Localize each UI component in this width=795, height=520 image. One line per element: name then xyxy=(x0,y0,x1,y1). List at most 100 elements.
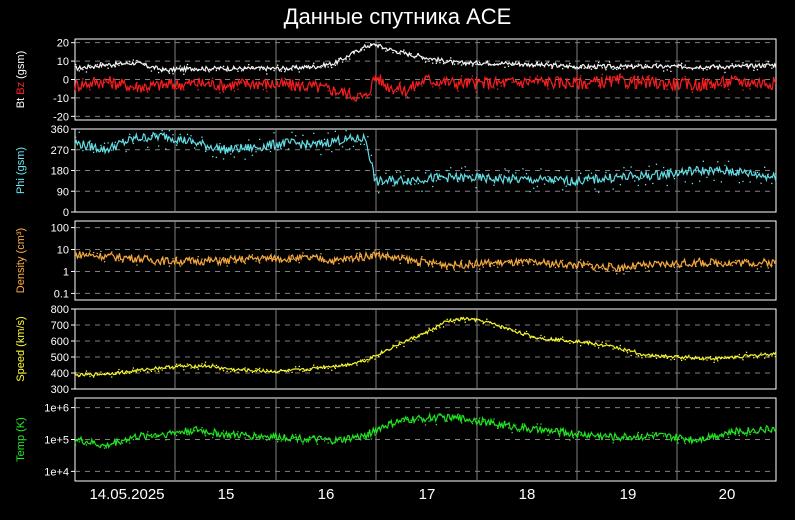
data-point-phi xyxy=(75,136,77,138)
data-point-temp xyxy=(396,419,398,421)
data-point-bz xyxy=(735,78,737,80)
data-point-bz xyxy=(738,79,740,81)
data-point-bt xyxy=(551,67,553,69)
data-point-bt xyxy=(493,64,495,66)
data-point-phi xyxy=(244,158,246,160)
data-point-speed xyxy=(338,364,340,367)
data-point-speed xyxy=(334,367,336,370)
data-point-speed xyxy=(450,318,452,320)
data-point-temp xyxy=(540,423,542,425)
data-point-bz xyxy=(764,79,766,82)
data-point-bt xyxy=(381,48,383,50)
data-point-bz xyxy=(266,90,268,92)
data-point-phi xyxy=(756,171,759,173)
data-point-bz xyxy=(356,97,358,100)
data-point-phi xyxy=(760,182,762,184)
data-point-density xyxy=(554,266,557,269)
data-point-speed xyxy=(518,330,520,333)
data-point-density xyxy=(543,261,546,264)
data-point-phi xyxy=(327,132,329,134)
data-point-speed xyxy=(576,341,578,343)
data-point-speed xyxy=(219,369,221,371)
data-point-temp xyxy=(717,437,719,440)
data-point-density xyxy=(504,260,506,262)
data-point-phi xyxy=(352,145,355,148)
data-point-temp xyxy=(403,420,405,422)
data-point-temp xyxy=(302,443,304,445)
data-point-temp xyxy=(558,430,560,432)
data-point-phi xyxy=(316,141,318,143)
data-point-density xyxy=(764,258,766,261)
data-point-bt xyxy=(305,65,308,67)
data-point-temp xyxy=(500,423,502,425)
data-point-bt xyxy=(129,61,131,63)
data-point-phi xyxy=(623,167,625,169)
data-point-bt xyxy=(554,62,557,64)
data-point-bz xyxy=(240,82,243,84)
data-point-bz xyxy=(688,78,690,80)
data-point-density xyxy=(197,256,199,258)
data-point-density xyxy=(442,264,445,267)
data-point-speed xyxy=(266,368,268,371)
data-point-phi xyxy=(367,136,369,138)
data-point-density xyxy=(594,269,596,272)
y-tick-label-bz: -10 xyxy=(53,93,69,105)
data-point-bt xyxy=(226,70,228,72)
data-point-speed xyxy=(212,363,214,365)
data-point-speed xyxy=(756,357,759,359)
data-point-phi xyxy=(201,136,203,138)
data-point-phi xyxy=(482,175,484,177)
data-point-density xyxy=(652,265,654,267)
data-point-bz xyxy=(601,73,603,76)
data-point-speed xyxy=(417,334,419,336)
data-point-speed xyxy=(129,372,131,374)
series-line-temp xyxy=(74,411,777,450)
data-point-temp xyxy=(507,427,510,429)
data-point-temp xyxy=(158,435,160,437)
data-point-temp xyxy=(695,440,697,442)
data-point-temp xyxy=(251,437,254,439)
data-point-bt xyxy=(663,70,665,72)
data-point-speed xyxy=(612,348,614,350)
data-point-bz xyxy=(507,78,510,80)
data-point-density xyxy=(572,267,575,269)
data-point-temp xyxy=(341,441,344,443)
data-point-bz xyxy=(724,84,726,86)
y-tick-label-speed: 300 xyxy=(51,384,69,396)
data-point-temp xyxy=(161,432,163,434)
data-point-bz xyxy=(457,90,459,92)
data-point-density xyxy=(518,262,520,264)
data-point-temp xyxy=(644,437,647,439)
y-tick-label-density: 1 xyxy=(63,266,69,278)
data-point-speed xyxy=(536,337,538,339)
y-axis-label-phi: Phi (gsm) xyxy=(15,147,27,194)
data-point-bt xyxy=(475,63,477,65)
data-point-density xyxy=(634,265,636,267)
data-point-bt xyxy=(648,66,650,68)
data-point-bt xyxy=(313,62,315,64)
data-point-bt xyxy=(414,57,416,59)
data-point-bt xyxy=(471,65,474,67)
data-point-bz xyxy=(295,89,297,91)
data-point-bt xyxy=(724,71,726,74)
data-point-speed xyxy=(323,367,326,370)
data-point-bz xyxy=(291,89,293,91)
data-point-density xyxy=(475,264,477,266)
data-point-phi xyxy=(515,172,517,174)
data-point-bt xyxy=(619,68,621,70)
data-point-speed xyxy=(93,376,95,378)
data-point-bt xyxy=(75,64,77,66)
data-point-density xyxy=(212,260,214,262)
data-point-density xyxy=(536,264,538,266)
data-point-temp xyxy=(356,435,358,437)
data-point-temp xyxy=(461,422,463,424)
data-point-bt xyxy=(147,67,149,69)
data-point-bt xyxy=(626,66,629,68)
data-point-bt xyxy=(410,53,412,55)
data-point-phi xyxy=(240,145,243,147)
data-point-temp xyxy=(320,436,322,438)
y-axis-label-density: Density (cm³) xyxy=(15,228,27,293)
data-point-temp xyxy=(93,440,95,442)
data-point-density xyxy=(89,250,91,252)
data-point-temp xyxy=(172,431,174,433)
